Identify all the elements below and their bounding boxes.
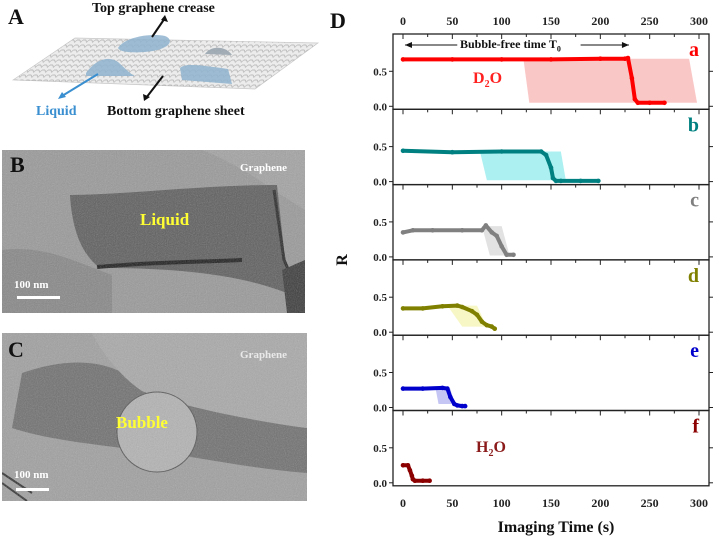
y-axis-label: R (334, 254, 351, 266)
liquid-arrow (61, 73, 99, 97)
bubble-free-annotation: Bubble-free time T0 (460, 37, 561, 53)
bubble-free-text: Bubble-free time T (460, 37, 557, 51)
top-x-tick-label: 150 (542, 14, 560, 28)
graphene-label-b: Graphene (240, 162, 288, 174)
panel-label-a: A (8, 4, 24, 29)
bottom-sheet-arrow (145, 75, 164, 99)
bottom-x-tick-label: 250 (641, 496, 659, 510)
top-x-tick-label: 200 (591, 14, 609, 28)
subplot-letter-b: b (688, 114, 699, 136)
top-x-tick-label: 0 (400, 14, 406, 28)
y-tick-label: 0.0 (373, 101, 387, 113)
y-tick-label: 0.0 (373, 327, 387, 339)
d2o-end: O (489, 70, 503, 87)
subplot-letter-d: d (688, 265, 699, 287)
liquid-label: Liquid (36, 104, 77, 119)
subplot-a: 0.0 0.5 a (373, 33, 713, 113)
panel-label-b: B (10, 152, 25, 177)
subplot-letter-a: a (689, 39, 699, 61)
x-axis-label: Imaging Time (s) (498, 519, 615, 536)
panel-label-d: D (330, 8, 346, 33)
liquid-pocket-bottom-right (180, 65, 232, 84)
subplot-d: 0.0 0.5 d (373, 259, 713, 339)
top-graphene-crease-label: Top graphene crease (92, 1, 215, 16)
bottom-x-tick-label: 300 (690, 496, 708, 510)
h2o-label: H2O (476, 439, 506, 459)
top-crease-arrow (151, 17, 166, 38)
bottom-x-tick-label: 50 (446, 496, 458, 510)
liquid-pocket-top (118, 35, 170, 53)
top-x-tick-label: 100 (493, 14, 511, 28)
t0-subscript: 0 (556, 44, 561, 54)
top-x-tick-label: 250 (641, 14, 659, 28)
shaded-transition-band (523, 58, 698, 103)
scale-bar-c (16, 488, 49, 491)
bottom-x-tick-label: 0 (400, 496, 406, 510)
h2o-main: H (476, 439, 489, 456)
y-tick-label: 0.0 (373, 252, 387, 264)
y-tick-label: 0.0 (373, 403, 387, 415)
shaded-transition-band (479, 151, 566, 181)
scale-bar-b (17, 296, 60, 299)
liquid-pocket-right (205, 47, 232, 55)
subplot-f: 0.0 0.5 f (373, 409, 713, 490)
graphene-schematic (11, 15, 320, 101)
bubble-region-label: Bubble (116, 413, 168, 432)
subplot-letter-c: c (690, 190, 699, 212)
d2o-sub: 2 (484, 79, 490, 91)
y-tick-label: 0.5 (373, 292, 387, 304)
y-tick-label: 0.5 (373, 443, 387, 455)
bottom-graphene-sheet-label: Bottom graphene sheet (107, 104, 245, 119)
shaded-transition-band (447, 305, 487, 327)
subplot-letter-e: e (690, 340, 699, 362)
y-tick-label: 0.5 (373, 217, 387, 229)
h2o-end: O (493, 439, 506, 456)
liquid-pocket-left (86, 58, 135, 76)
subplot-e: 0.0 0.5 e (373, 334, 713, 415)
d2o-main: D (473, 70, 485, 87)
scale-bar-label-b: 100 nm (14, 279, 49, 291)
scale-bar-label-c: 100 nm (14, 469, 49, 481)
y-tick-label: 0.5 (373, 66, 387, 78)
subplot-letter-f: f (692, 416, 699, 438)
top-x-tick-label: 300 (690, 14, 708, 28)
d2o-label: D2O (473, 70, 502, 90)
tem-image-bubble (2, 333, 307, 501)
y-tick-label: 0.5 (373, 368, 387, 380)
liquid-region-label: Liquid (140, 210, 190, 229)
bottom-x-tick-label: 100 (493, 496, 511, 510)
bottom-x-tick-label: 200 (591, 496, 609, 510)
subplot-b: 0.0 0.5 b (373, 108, 713, 189)
y-tick-label: 0.0 (373, 177, 387, 189)
graphene-label-c: Graphene (240, 349, 288, 361)
y-tick-label: 0.5 (373, 142, 387, 154)
series-line-f (403, 463, 430, 483)
y-tick-label: 0.0 (373, 478, 387, 490)
h2o-sub: 2 (488, 448, 494, 460)
bottom-x-tick-label: 150 (542, 496, 560, 510)
panel-label-c: C (8, 337, 24, 362)
top-x-tick-label: 50 (446, 14, 458, 28)
subplot-c: 0.0 0.5 c (373, 183, 713, 264)
